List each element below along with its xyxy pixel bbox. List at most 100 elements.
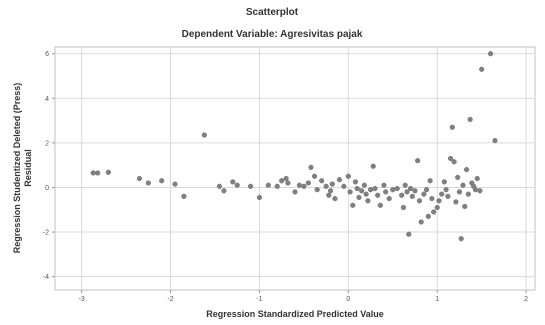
scatter-point (296, 182, 303, 188)
scatter-point (467, 116, 473, 123)
scatter-point (463, 167, 470, 173)
y-tick-label: -2 (43, 230, 49, 237)
scatter-point (230, 179, 236, 185)
y-tick-label: 2 (45, 140, 49, 147)
scatter-point (455, 174, 461, 181)
scatter-point (479, 66, 485, 72)
scatter-point (436, 198, 442, 204)
scatter-point (136, 175, 143, 182)
scatter-point (105, 169, 111, 175)
tick-labels: -3 -2 -1 0 1 2 -4 -2 0 2 4 6 (43, 51, 528, 303)
scatter-point (474, 175, 480, 182)
scatter-point (415, 158, 421, 164)
y-tick-label: 6 (45, 51, 49, 58)
scatter-point (285, 180, 291, 186)
scatter-point (256, 194, 263, 201)
scatter-point (329, 181, 335, 187)
x-axis-label: Regression Standardized Predicted Value (206, 309, 384, 319)
scatter-point (234, 182, 240, 188)
scatter-point (404, 189, 410, 195)
x-tick-label: 1 (435, 296, 439, 303)
scatter-point (445, 193, 451, 199)
scatter-point (372, 185, 378, 192)
scatter-point (265, 182, 271, 188)
scatter-point (319, 178, 325, 184)
plot-area (54, 46, 536, 291)
scatter-point (460, 182, 466, 188)
scatter-point (365, 198, 371, 204)
scatter-point (443, 187, 449, 193)
scatter-point (462, 203, 468, 209)
scatter-point (359, 188, 365, 194)
scatter-point (361, 182, 367, 188)
data-points (90, 51, 498, 242)
scatter-point (181, 193, 187, 199)
scatter-point (370, 163, 376, 169)
scatter-point (283, 175, 289, 182)
scatter-point (458, 236, 464, 242)
scatter-point (421, 191, 427, 197)
y-tick-label: 0 (45, 185, 49, 192)
scatter-point (429, 195, 435, 202)
scatter-point (402, 182, 408, 188)
scatter-point (201, 132, 207, 138)
chart-title: Scatterplot (246, 7, 299, 18)
scatter-point (314, 187, 320, 193)
scatter-point (425, 213, 431, 220)
x-tick-label: 2 (524, 296, 528, 303)
scatter-point (308, 164, 314, 170)
scatter-point (487, 51, 494, 57)
scatter-point (336, 177, 343, 183)
scatter-point (367, 187, 374, 193)
scatter-point (407, 185, 414, 192)
scatter-point (477, 188, 483, 194)
scatter-point (311, 173, 318, 179)
scatter-point (418, 219, 424, 225)
y-axis-label-line1: Regression Studentized Deleted (Press) (12, 83, 22, 254)
scatter-point (386, 195, 392, 202)
scatter-point (279, 178, 285, 184)
scatter-point (332, 195, 338, 202)
scatter-point (326, 192, 332, 198)
scatter-point (323, 183, 329, 189)
x-tick-label: -2 (167, 296, 173, 303)
scatter-point (341, 183, 347, 189)
scatter-point (390, 187, 396, 193)
y-tick-label: -4 (43, 274, 49, 281)
y-axis-label-line2: Residual (23, 149, 33, 187)
scatter-point (447, 155, 454, 162)
scatter-point (441, 179, 447, 185)
scatter-point (363, 191, 369, 197)
scatter-point (412, 188, 418, 194)
scatter-point (400, 204, 407, 211)
scatter-point (292, 189, 298, 195)
scatter-point (172, 181, 178, 187)
scatter-point (274, 183, 280, 189)
scatter-point (409, 193, 415, 199)
scatter-point (427, 178, 433, 184)
scatter-point (145, 180, 151, 186)
scatter-point (381, 182, 387, 188)
scatter-point (347, 189, 353, 195)
scatter-point (431, 209, 437, 215)
scatter-point (221, 188, 227, 194)
scatter-point (434, 204, 440, 211)
scatter-point (451, 159, 457, 165)
scatter-point (456, 189, 463, 195)
scatter-point (352, 179, 359, 185)
scatter-point (453, 199, 459, 205)
scatter-point (216, 183, 223, 189)
scatter-point (465, 191, 471, 197)
scatter-point (375, 192, 381, 198)
x-tick-label: -1 (256, 296, 262, 303)
chart-subtitle: Dependent Variable: Agresivitas pajak (182, 29, 363, 40)
scatter-point (345, 173, 351, 179)
scatter-point (90, 170, 96, 176)
scatter-point (416, 198, 423, 204)
scatter-point (350, 202, 356, 208)
y-tick-label: 4 (45, 96, 49, 103)
scatter-point (423, 187, 430, 193)
scatter-point (356, 194, 362, 201)
scatter-point (449, 124, 455, 130)
